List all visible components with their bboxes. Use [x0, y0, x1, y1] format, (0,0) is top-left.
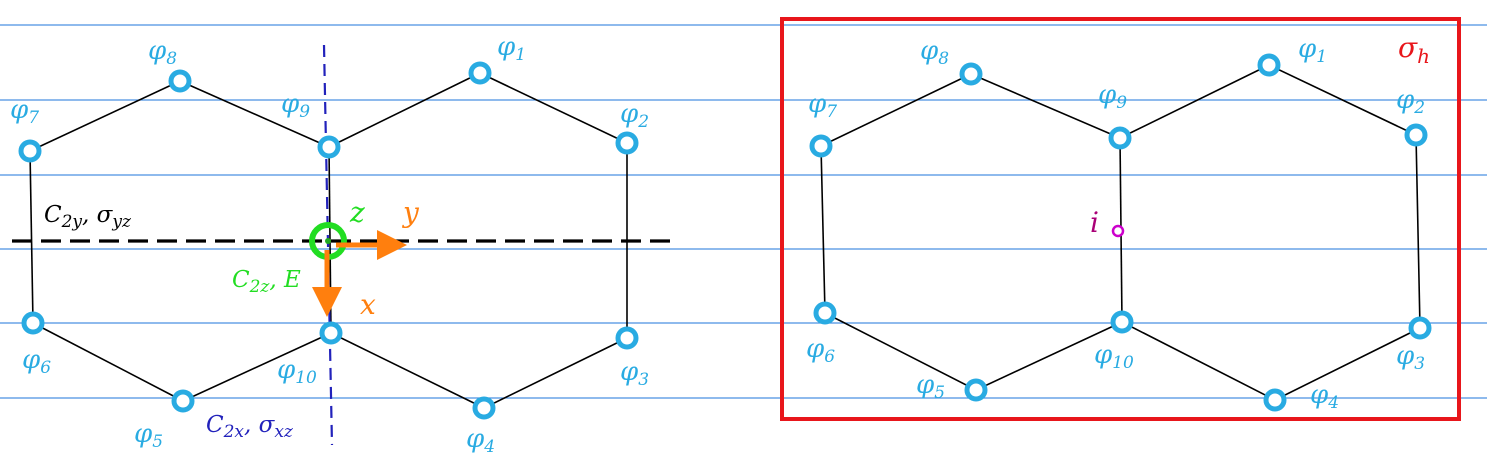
bond	[1119, 64, 1270, 139]
label-phi10: φ10	[277, 355, 317, 388]
right-atom-labels: φ1 φ2 φ3 φ4 φ5 φ6 φ7 φ8 φ9 φ10	[806, 34, 1425, 413]
sigma-h-label: σh	[1398, 31, 1430, 68]
bond	[328, 72, 481, 148]
right-bonds	[820, 64, 1421, 401]
bond	[179, 80, 330, 148]
right-atoms	[809, 53, 1432, 412]
label-phi1: φ1	[1298, 34, 1327, 67]
atom-phi2	[615, 131, 639, 155]
c2x-sigma-xz-label: C2x, σxz	[206, 412, 294, 442]
atom-phi6	[813, 301, 837, 325]
y-axis-label: y	[401, 196, 420, 229]
label-phi4: φ4	[1310, 380, 1339, 413]
z-axis-label: z	[349, 196, 365, 229]
left-atoms	[18, 61, 639, 420]
atom-phi3	[1408, 316, 1432, 340]
label-phi6: φ6	[22, 345, 51, 378]
atom-phi3	[615, 326, 639, 350]
bond	[820, 145, 826, 314]
bond	[820, 73, 972, 147]
bond	[479, 72, 628, 144]
atom-phi5	[964, 378, 988, 402]
bond	[330, 332, 485, 409]
label-phi5: φ5	[134, 419, 163, 452]
label-phi7: φ7	[10, 95, 39, 128]
label-phi6: φ6	[806, 334, 835, 367]
bond	[32, 322, 184, 402]
horizontal-guidelines	[0, 24, 1487, 399]
bond	[182, 332, 332, 402]
label-phi5: φ5	[916, 370, 945, 403]
atom-phi6	[21, 311, 45, 335]
atom-phi4	[1263, 388, 1287, 412]
c2x-axis-line	[322, 44, 334, 446]
bond	[483, 337, 628, 409]
bond	[824, 312, 977, 391]
atom-phi10	[319, 321, 343, 345]
atom-phi1	[1257, 53, 1281, 77]
sigma-h-box	[780, 17, 1461, 421]
atom-phi9	[1108, 126, 1132, 150]
left-atom-labels: φ1 φ2 φ3 φ4 φ5 φ6 φ7 φ8 φ9 φ10	[10, 32, 649, 457]
right-molecule: i σh φ1 φ2 φ3 φ4 φ5 φ6 φ7 φ8 φ9 φ10	[780, 17, 1461, 421]
atom-phi10	[1110, 310, 1134, 334]
bond	[1415, 134, 1421, 329]
label-phi2: φ2	[1396, 85, 1425, 118]
label-phi9: φ9	[281, 89, 310, 122]
inversion-center	[1111, 224, 1125, 238]
atom-phi8	[959, 62, 983, 86]
label-phi4: φ4	[466, 424, 495, 457]
label-phi9: φ9	[1098, 80, 1127, 113]
bond	[970, 73, 1121, 139]
atom-phi7	[809, 134, 833, 158]
label-phi7: φ7	[808, 89, 837, 122]
label-phi3: φ3	[1396, 341, 1425, 374]
atom-phi5	[171, 389, 195, 413]
left-molecule: φ1 φ2 φ3 φ4 φ5 φ6 φ7 φ8 φ9 φ10 C2y, σyz …	[10, 32, 670, 457]
bond	[1274, 327, 1421, 401]
atom-phi4	[472, 396, 496, 420]
bond	[29, 150, 34, 324]
c2z-e-label: C2z, E	[232, 267, 301, 297]
atom-phi7	[18, 139, 42, 163]
bond	[1121, 321, 1276, 401]
label-phi1: φ1	[497, 32, 526, 65]
c2y-sigma-yz-label: C2y, σyz	[44, 202, 132, 232]
bond	[1268, 64, 1417, 136]
inversion-label: i	[1090, 206, 1099, 239]
z-axis-dot	[325, 238, 331, 244]
x-axis-label: x	[360, 288, 376, 321]
atom-phi2	[1404, 123, 1428, 147]
bond	[975, 321, 1123, 391]
label-phi10: φ10	[1094, 340, 1134, 373]
atom-phi9	[317, 135, 341, 159]
label-phi8: φ8	[148, 36, 177, 69]
label-phi8: φ8	[920, 36, 949, 69]
atom-phi1	[468, 61, 492, 85]
label-phi3: φ3	[620, 357, 649, 390]
label-phi2: φ2	[620, 99, 649, 132]
atom-phi8	[168, 69, 192, 93]
bond	[29, 80, 181, 152]
